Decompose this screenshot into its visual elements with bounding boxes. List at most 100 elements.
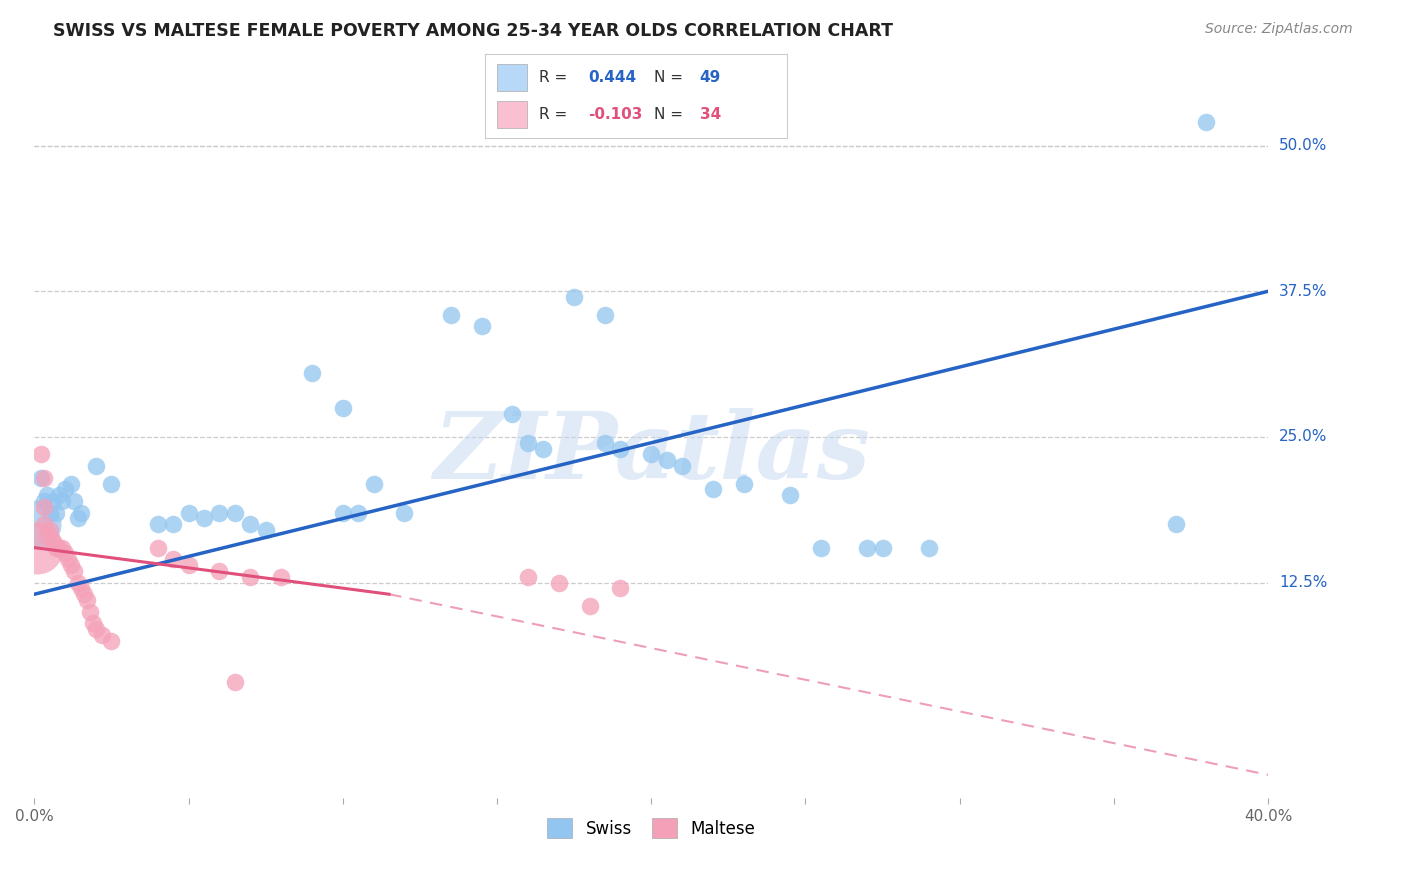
Point bbox=[35, 488, 58, 502]
Point bbox=[63, 564, 86, 578]
Point bbox=[91, 628, 114, 642]
Point bbox=[45, 506, 67, 520]
Point bbox=[69, 582, 91, 596]
Point bbox=[856, 541, 879, 555]
Text: R =: R = bbox=[540, 107, 572, 122]
Point bbox=[30, 447, 52, 461]
Point bbox=[66, 511, 89, 525]
Point bbox=[76, 593, 98, 607]
Point bbox=[547, 575, 569, 590]
Point bbox=[733, 476, 755, 491]
Point bbox=[60, 558, 83, 573]
Point bbox=[593, 308, 616, 322]
Point bbox=[51, 541, 73, 555]
Point bbox=[609, 442, 631, 456]
Text: SWISS VS MALTESE FEMALE POVERTY AMONG 25-34 YEAR OLDS CORRELATION CHART: SWISS VS MALTESE FEMALE POVERTY AMONG 25… bbox=[53, 22, 893, 40]
Point bbox=[42, 534, 65, 549]
Text: R =: R = bbox=[540, 70, 572, 85]
Text: 37.5%: 37.5% bbox=[1279, 284, 1327, 299]
Point bbox=[208, 506, 231, 520]
Point bbox=[79, 605, 101, 619]
Point bbox=[32, 500, 55, 514]
Point bbox=[208, 564, 231, 578]
Point bbox=[516, 570, 538, 584]
Point bbox=[254, 523, 277, 537]
Point bbox=[593, 435, 616, 450]
Legend: Swiss, Maltese: Swiss, Maltese bbox=[541, 811, 762, 845]
Point bbox=[35, 529, 58, 543]
Text: Source: ZipAtlas.com: Source: ZipAtlas.com bbox=[1205, 22, 1353, 37]
Point bbox=[270, 570, 292, 584]
Point bbox=[471, 319, 494, 334]
Point bbox=[239, 517, 262, 532]
Point bbox=[918, 541, 941, 555]
Point bbox=[516, 435, 538, 450]
Point bbox=[531, 442, 554, 456]
Point bbox=[53, 483, 76, 497]
FancyBboxPatch shape bbox=[498, 101, 527, 128]
Point bbox=[58, 552, 80, 566]
Point bbox=[27, 541, 49, 555]
Text: ZIPatlas: ZIPatlas bbox=[433, 409, 870, 498]
Point bbox=[82, 616, 104, 631]
Point bbox=[32, 471, 55, 485]
Point bbox=[363, 476, 385, 491]
Point bbox=[66, 575, 89, 590]
Point bbox=[810, 541, 832, 555]
Point bbox=[347, 506, 370, 520]
Point bbox=[578, 599, 600, 613]
Point bbox=[48, 541, 70, 555]
Text: 0.444: 0.444 bbox=[588, 70, 636, 85]
Point bbox=[30, 471, 52, 485]
Point bbox=[60, 476, 83, 491]
Point bbox=[100, 633, 122, 648]
Point bbox=[609, 582, 631, 596]
Point bbox=[51, 494, 73, 508]
Point bbox=[63, 494, 86, 508]
Point bbox=[702, 483, 724, 497]
Text: 49: 49 bbox=[700, 70, 721, 85]
Point bbox=[27, 517, 49, 532]
Point bbox=[32, 517, 55, 532]
Point bbox=[301, 366, 323, 380]
Point bbox=[177, 558, 200, 573]
Point bbox=[224, 674, 246, 689]
Point bbox=[38, 506, 60, 520]
Point bbox=[224, 506, 246, 520]
Point bbox=[48, 488, 70, 502]
Point bbox=[501, 407, 523, 421]
Point bbox=[146, 541, 169, 555]
Point bbox=[239, 570, 262, 584]
Point bbox=[671, 458, 693, 473]
Point bbox=[655, 453, 678, 467]
Point bbox=[42, 494, 65, 508]
Point bbox=[193, 511, 215, 525]
Point bbox=[872, 541, 894, 555]
Point bbox=[38, 523, 60, 537]
Point bbox=[32, 494, 55, 508]
Text: 50.0%: 50.0% bbox=[1279, 138, 1327, 153]
Point bbox=[440, 308, 463, 322]
Text: -0.103: -0.103 bbox=[588, 107, 643, 122]
Point bbox=[332, 401, 354, 415]
Point bbox=[640, 447, 662, 461]
Point bbox=[84, 622, 107, 636]
Point bbox=[177, 506, 200, 520]
Text: 12.5%: 12.5% bbox=[1279, 575, 1327, 591]
Text: 25.0%: 25.0% bbox=[1279, 429, 1327, 444]
Point bbox=[162, 552, 184, 566]
Text: 34: 34 bbox=[700, 107, 721, 122]
Text: N =: N = bbox=[654, 107, 688, 122]
Point bbox=[562, 290, 585, 304]
FancyBboxPatch shape bbox=[498, 63, 527, 91]
Point bbox=[100, 476, 122, 491]
Point bbox=[146, 517, 169, 532]
Point bbox=[394, 506, 416, 520]
Point bbox=[84, 458, 107, 473]
Text: N =: N = bbox=[654, 70, 688, 85]
Point bbox=[162, 517, 184, 532]
Point bbox=[1195, 115, 1218, 129]
Point bbox=[53, 546, 76, 560]
Point bbox=[69, 506, 91, 520]
Point bbox=[45, 541, 67, 555]
